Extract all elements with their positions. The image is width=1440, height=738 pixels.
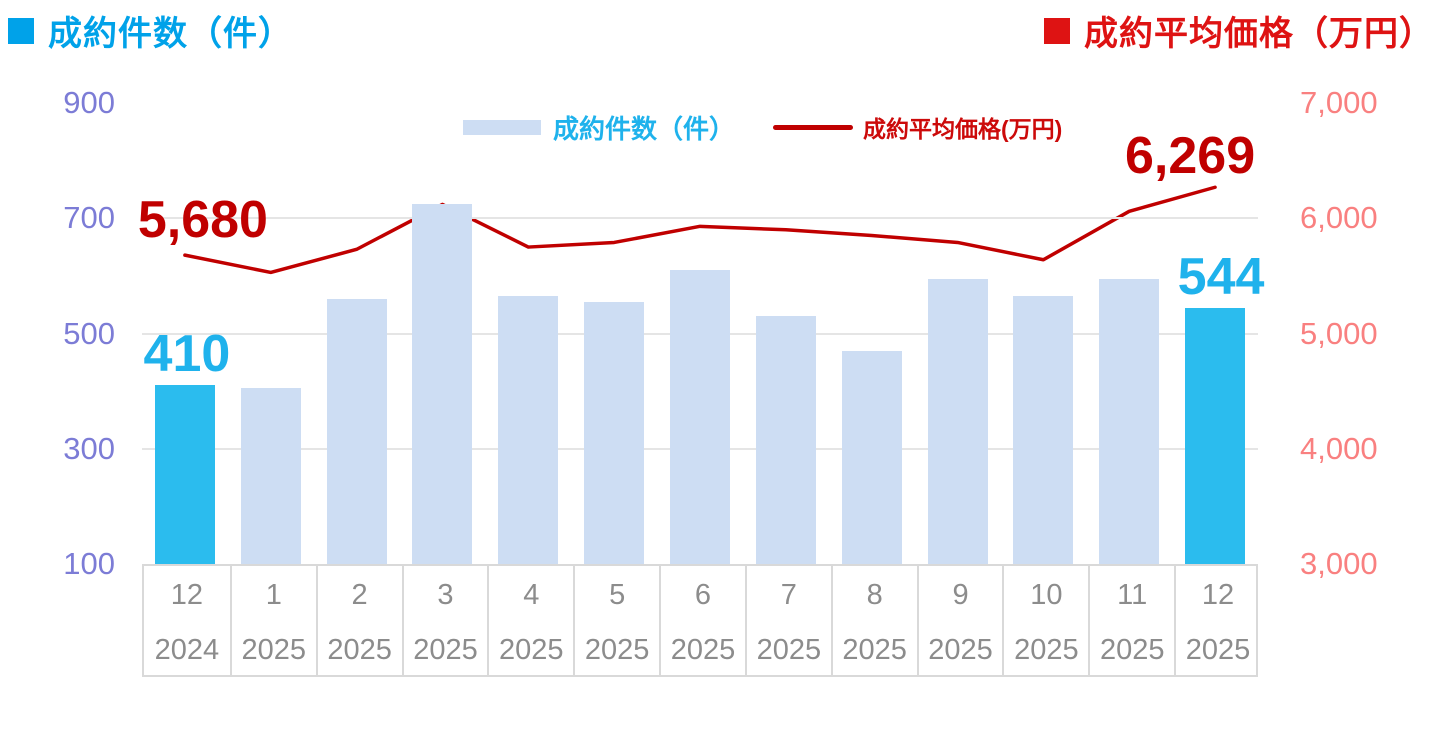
- x-axis-year-label: 2025: [1014, 634, 1079, 666]
- data-label-544: 544: [1177, 248, 1265, 307]
- legend-line-swatch-icon: [773, 124, 854, 130]
- x-axis-cell: 3 2025: [401, 566, 488, 675]
- left-axis-title: 成約件数（件）: [8, 6, 293, 55]
- bar-2-2025: [326, 298, 387, 564]
- price-line: [183, 185, 1217, 275]
- bar-8-2025: [841, 350, 902, 564]
- right-axis-tick-label: 3,000: [1300, 546, 1378, 581]
- x-axis-month-label: 6: [694, 579, 712, 611]
- legend-bar-swatch-icon: [463, 119, 541, 135]
- x-axis-year-label: 2025: [842, 634, 907, 666]
- x-axis-month-label: 7: [780, 579, 797, 611]
- gridline: [142, 217, 1258, 220]
- bar-12-2025: [1185, 308, 1246, 564]
- left-axis-title-text: 成約件数（件）: [48, 15, 293, 53]
- data-label-410: 410: [143, 325, 231, 384]
- x-axis-year-label: 2025: [327, 634, 392, 666]
- x-axis-month-label: 8: [866, 579, 883, 611]
- x-axis-year-label: 2025: [670, 634, 736, 666]
- legend-bar-label: 成約件数（件）: [553, 113, 736, 144]
- x-axis-cell: 7 2025: [744, 566, 831, 675]
- red-square-icon: [1044, 17, 1070, 44]
- data-label-5680: 5,680: [137, 191, 268, 250]
- bar-9-2025: [927, 278, 988, 564]
- x-axis-month-label: 4: [523, 579, 540, 611]
- bar-3-2025: [412, 203, 473, 564]
- x-axis-month-label: 3: [437, 579, 454, 611]
- x-axis-cell: 4 2025: [487, 566, 573, 675]
- x-axis-cell: 5 2025: [573, 566, 659, 675]
- left-axis-tick-label: 500: [63, 315, 115, 351]
- x-axis-month-label: 10: [1030, 579, 1063, 611]
- x-axis-month-label: 12: [170, 579, 204, 611]
- x-axis-year-label: 2025: [241, 634, 307, 666]
- x-axis-month-label: 2: [351, 579, 368, 611]
- x-axis-cell: 2 2025: [315, 566, 402, 675]
- x-axis-year-label: 2025: [499, 634, 564, 666]
- left-axis-tick-label: 700: [63, 200, 115, 236]
- x-axis-year-label: 2025: [1185, 634, 1251, 666]
- bar-6-2025: [670, 270, 730, 564]
- right-axis-title-text: 成約平均価格（万円）: [1084, 15, 1434, 53]
- x-axis-month-label: 5: [609, 579, 626, 611]
- right-axis-tick-label: 5,000: [1300, 315, 1378, 351]
- bar-10-2025: [1013, 296, 1074, 564]
- x-axis-table: 12 2024 1 2025 2 2025 3 2025 4 2025 5 2025 6 2025 7 202…: [142, 564, 1258, 677]
- x-axis-year-label: 2025: [413, 634, 478, 666]
- right-axis-tick-label: 6,000: [1300, 200, 1378, 236]
- x-axis-year-label: 2025: [1099, 634, 1165, 666]
- x-axis-cell: 6 2025: [659, 566, 745, 675]
- bar-11-2025: [1099, 278, 1160, 564]
- x-axis-cell: 8 2025: [830, 566, 917, 675]
- bar-4-2025: [498, 296, 559, 564]
- x-axis-cell: 1 2025: [229, 566, 316, 675]
- bar-12-2024: [154, 385, 215, 564]
- right-axis-tick-label: 4,000: [1300, 430, 1378, 466]
- data-label-6269: 6,269: [1124, 127, 1256, 186]
- x-axis-cell: 11 2025: [1088, 566, 1174, 675]
- x-axis-year-label: 2025: [928, 634, 993, 666]
- x-axis-cell: 12 2024: [144, 566, 230, 675]
- bar-7-2025: [755, 316, 816, 564]
- right-axis-tick-label: 7,000: [1300, 85, 1378, 120]
- left-axis-tick-label: 100: [63, 546, 115, 581]
- x-axis-month-label: 9: [952, 579, 969, 611]
- right-axis-title: 成約平均価格（万円）: [1044, 6, 1434, 55]
- legend-line-label: 成約平均価格(万円): [863, 116, 1063, 142]
- left-axis-tick-label: 300: [63, 430, 115, 466]
- bar-5-2025: [584, 301, 645, 564]
- blue-square-icon: [8, 17, 34, 44]
- left-axis-tick-label: 900: [63, 85, 115, 120]
- x-axis-cell: 10 2025: [1002, 566, 1088, 675]
- x-axis-month-label: 1: [265, 579, 282, 611]
- x-axis-month-label: 11: [1117, 579, 1148, 611]
- x-axis-year-label: 2025: [584, 634, 650, 666]
- chart-legend: 成約件数（件） 成約平均価格(万円): [463, 112, 1063, 144]
- x-axis-cell: 12 2025: [1174, 566, 1260, 675]
- x-axis-year-label: 2025: [756, 634, 822, 666]
- x-axis-month-label: 12: [1201, 579, 1235, 611]
- x-axis-year-label: 2024: [154, 634, 220, 666]
- bar-1-2025: [240, 388, 301, 564]
- x-axis-cell: 9 2025: [916, 566, 1003, 675]
